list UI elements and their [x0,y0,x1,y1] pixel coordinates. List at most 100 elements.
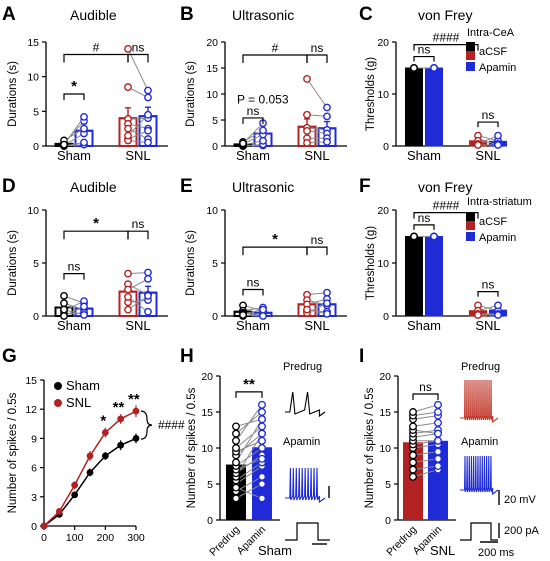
data-point-apamin [258,408,266,416]
y-tick-label: 20 [377,205,389,217]
legend-swatch-acsf-sham [466,42,475,51]
sig-sham-label: ns [418,211,431,225]
y-tick-label: 0 [33,311,39,323]
paired-line [127,296,149,313]
sig-snl-label: ns [132,40,145,54]
y-tick-label: 5 [33,106,39,118]
data-point-pre [124,83,132,91]
paired-line [412,404,439,413]
data-point-apamin [434,429,442,438]
data-point-apamin [323,309,331,318]
sig-sham-bracket [413,55,435,62]
y-tick-label: 0 [212,141,218,153]
paired-line [412,415,439,420]
data-point-apamin [434,408,442,416]
panel-title: Audible [70,179,117,195]
y-tick-label: 0 [212,311,218,323]
panel-title: von Frey [418,7,472,23]
y-axis-label: Durations (s) [185,230,197,296]
data-point-apamin [259,136,267,145]
data-point-apamin [323,299,331,308]
paired-line [412,469,439,478]
group-label-sham: Sham [236,318,270,333]
sig-snl-bracket [477,291,499,297]
data-point-apamin [144,86,152,95]
data-point-predrug [409,422,417,431]
paired-line [235,426,263,449]
bar-apamin-sham [425,236,443,317]
paired-line [63,116,85,145]
paired-line [235,440,263,453]
data-point-sham [117,441,125,449]
data-point-apamin [144,93,152,102]
legend-swatch-apamin [466,232,475,241]
y-axis-label: Durations (s) [7,230,19,296]
data-point-apamin [494,301,502,310]
paired-line [235,465,263,485]
y-tick-label: 3 [31,492,37,504]
current-step [460,522,498,541]
data-point-apamin [434,462,442,470]
sig-sham-snl-label: * [93,215,99,232]
data-point-apamin [434,436,442,445]
data-point-pre [124,305,132,314]
legend-swatch-acsf-snl [466,51,475,60]
sig-snl-bracket [477,121,499,128]
sig-snl-label: ns [482,108,495,122]
paired-line [412,429,439,435]
panel-letter: G [2,346,17,367]
y-tick-label: 6 [31,463,37,475]
data-point-predrug [232,436,240,445]
y-tick-label: 5 [385,479,391,491]
sig-snl-label: ns [311,41,324,55]
data-point-apamin [323,112,331,121]
data-point-pre [60,305,68,314]
data-point-apamin [80,112,88,121]
bar-acsf-sham [405,67,423,147]
y-axis-label: Thresholds (g) [365,226,377,300]
y-tick-label: 5 [207,479,213,491]
data-point-apamin [144,268,152,277]
data-point-pre [124,269,132,278]
paired-line [412,458,439,463]
significance-stars: ** [113,399,125,416]
panel-letter: B [180,4,194,25]
y-tick-label: 10 [206,89,218,101]
y-tick-label: 12 [25,404,37,416]
y-tick-label: 20 [379,371,391,383]
legend-label-apamin: Apamin [479,232,516,244]
y-tick-label: 10 [379,443,391,455]
data-point-pre [239,311,247,319]
y-tick-label: 0 [383,311,389,323]
significance-stars: * [100,413,106,430]
group-label-snl: SNL [475,318,500,333]
data-point-snl [117,415,125,423]
data-point-predrug [232,422,240,431]
data-point-pre [124,124,132,133]
data-point-snl [40,522,48,530]
sig-sham-snl-label: #### [433,31,460,45]
sig-sham-label: ns [247,276,260,290]
legend-label-snl: SNL [66,395,91,410]
trace-apamin [460,455,499,496]
data-point-pre [474,141,482,149]
paired-line [235,447,263,467]
data-point-pre [124,45,132,53]
data-point-apamin [258,415,266,424]
panel-title: Audible [70,7,117,23]
y-tick-label: 9 [31,433,37,445]
paired-line [235,433,263,456]
group-label-sham: Sham [407,148,441,163]
data-point-pre [303,110,311,119]
paired-line [235,458,263,471]
y-tick-label: 0 [383,141,389,153]
data-point-apamin [494,131,502,140]
y-tick-label: 15 [379,407,391,419]
current-step [285,522,330,541]
data-point-predrug [409,451,417,460]
panel-letter: E [180,176,193,197]
paired-line [412,433,439,438]
data-point-apamin [434,454,442,463]
y-tick-label: 20 [377,37,389,49]
